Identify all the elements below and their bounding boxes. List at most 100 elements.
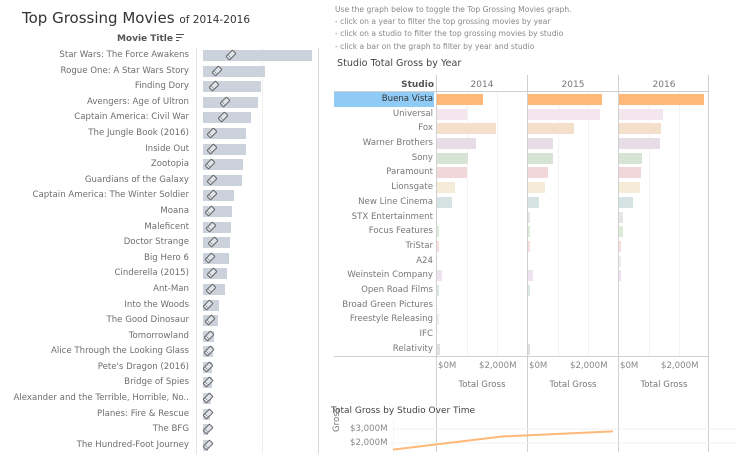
movie-title-label[interactable]: Into the Woods <box>124 299 189 310</box>
studio-bar-2016[interactable] <box>619 240 622 252</box>
movie-row[interactable]: Finding Dory <box>0 79 330 95</box>
studio-label[interactable]: New Line Cinema <box>358 196 433 207</box>
sort-descending-icon[interactable] <box>176 34 184 41</box>
movie-row[interactable]: Captain America: The Winter Soldier <box>0 188 330 204</box>
studio-bar-2015[interactable] <box>528 211 530 223</box>
movie-gross-bar[interactable] <box>203 159 244 171</box>
movie-gross-bar[interactable] <box>203 50 312 61</box>
movie-title-label[interactable]: Pete's Dragon (2016) <box>97 361 189 372</box>
movie-row[interactable]: Avengers: Age of Ultron <box>0 95 330 111</box>
studio-label[interactable]: A24 <box>416 255 433 266</box>
movie-title-label[interactable]: Captain America: The Winter Soldier <box>32 190 189 201</box>
studio-label[interactable]: Universal <box>392 108 433 119</box>
studio-bar-2014[interactable] <box>437 270 442 282</box>
movie-title-header[interactable]: Movie Title <box>0 34 196 44</box>
movie-title-label[interactable]: Alexander and the Terrible, Horrible, No… <box>13 393 189 404</box>
movie-row[interactable]: Bridge of Spies <box>0 375 330 391</box>
studio-bar-2014[interactable] <box>437 152 468 164</box>
movie-gross-bar[interactable] <box>203 252 230 264</box>
movie-title-label[interactable]: Ant-Man <box>153 283 189 294</box>
studio-bar-2014[interactable] <box>437 240 439 252</box>
studio-label[interactable]: Focus Features <box>368 226 433 237</box>
movie-title-label[interactable]: Cinderella (2015) <box>114 268 189 279</box>
studio-bar-2016[interactable] <box>619 211 623 223</box>
studio-label[interactable]: Relativity <box>392 343 433 354</box>
movie-row[interactable]: The Hundred-Foot Journey <box>0 438 330 454</box>
studio-label[interactable]: Buena Vista <box>334 92 434 107</box>
studio-bar-2015[interactable] <box>528 138 553 150</box>
studio-bar-2016[interactable] <box>619 94 704 105</box>
movie-row[interactable]: Doctor Strange <box>0 235 330 251</box>
movie-row[interactable]: Zootopia <box>0 157 330 173</box>
studio-bar-2014[interactable] <box>437 343 440 355</box>
movie-gross-bar[interactable] <box>203 112 251 124</box>
line-series-buena-vista[interactable] <box>393 430 614 451</box>
studio-bar-2016[interactable] <box>619 138 661 150</box>
movie-title-label[interactable]: Star Wars: The Force Awakens <box>59 50 189 60</box>
studio-bar-2014[interactable] <box>437 123 496 135</box>
movie-gross-bar[interactable] <box>203 96 258 108</box>
movie-row[interactable]: The BFG <box>0 422 330 438</box>
movie-gross-bar[interactable] <box>203 127 246 139</box>
studio-label[interactable]: Broad Green Pictures <box>342 299 433 310</box>
studio-bar-2015[interactable] <box>528 167 549 179</box>
studio-bar-2015[interactable] <box>528 182 546 194</box>
movie-title-label[interactable]: Guardians of the Galaxy <box>84 174 189 185</box>
movie-row[interactable]: Cinderella (2015) <box>0 266 330 282</box>
studio-bar-2016[interactable] <box>619 196 634 208</box>
movie-title-label[interactable]: Moana <box>160 205 189 216</box>
movie-title-label[interactable]: The Good Dinosaur <box>106 315 189 326</box>
movie-row[interactable]: Guardians of the Galaxy <box>0 173 330 189</box>
movie-row[interactable]: The Good Dinosaur <box>0 313 330 329</box>
studio-bar-2015[interactable] <box>528 108 600 120</box>
studio-bar-2014[interactable] <box>437 284 440 296</box>
movie-title-label[interactable]: Tomorrowland <box>128 330 189 341</box>
movie-gross-bar[interactable] <box>203 65 266 77</box>
movie-row[interactable]: Moana <box>0 204 330 220</box>
studio-bar-2015[interactable] <box>528 226 530 238</box>
movie-row[interactable]: Into the Woods <box>0 298 330 314</box>
studio-bar-2015[interactable] <box>528 196 540 208</box>
movie-title-label[interactable]: Inside Out <box>145 143 189 154</box>
movie-title-label[interactable]: Avengers: Age of Ultron <box>86 96 189 107</box>
studio-bar-2016[interactable] <box>619 270 621 282</box>
studio-label[interactable]: Open Road Films <box>361 284 433 295</box>
movie-row[interactable]: Tomorrowland <box>0 329 330 345</box>
studio-bar-2015[interactable] <box>528 152 553 164</box>
movie-title-label[interactable]: Planes: Fire & Rescue <box>97 408 189 419</box>
studio-bar-2015[interactable] <box>528 343 530 355</box>
movie-row[interactable]: Pete's Dragon (2016) <box>0 360 330 376</box>
studio-bar-2014[interactable] <box>437 314 439 326</box>
movie-title-label[interactable]: The Jungle Book (2016) <box>88 127 189 138</box>
movie-title-label[interactable]: Zootopia <box>150 159 189 170</box>
studio-bar-2015[interactable] <box>528 94 603 105</box>
studio-label[interactable]: IFC <box>419 329 433 339</box>
movie-gross-bar[interactable] <box>203 81 261 93</box>
movie-row[interactable]: The Jungle Book (2016) <box>0 126 330 142</box>
studio-bar-2014[interactable] <box>437 226 439 238</box>
studio-bar-2016[interactable] <box>619 152 643 164</box>
movie-row[interactable]: Rogue One: A Star Wars Story <box>0 64 330 80</box>
studio-bar-2014[interactable] <box>437 167 467 179</box>
studio-bar-2016[interactable] <box>619 226 623 238</box>
studio-label[interactable]: Lionsgate <box>391 182 433 193</box>
movie-gross-bar[interactable] <box>203 205 233 217</box>
studio-bar-2015[interactable] <box>528 123 574 135</box>
movie-title-label[interactable]: Captain America: Civil War <box>74 112 189 123</box>
studio-bar-2014[interactable] <box>437 196 452 208</box>
movie-row[interactable]: Ant-Man <box>0 282 330 298</box>
studio-bar-2014[interactable] <box>437 94 483 105</box>
studio-bar-2014[interactable] <box>437 138 476 150</box>
movie-title-label[interactable]: Doctor Strange <box>123 237 189 248</box>
movie-title-label[interactable]: Alice Through the Looking Glass <box>50 346 189 357</box>
studio-bar-2016[interactable] <box>619 182 640 194</box>
studio-label[interactable]: Sony <box>411 152 433 163</box>
studio-bar-2014[interactable] <box>437 108 467 120</box>
studio-label[interactable]: TriStar <box>405 240 433 251</box>
movie-row[interactable]: Alice Through the Looking Glass <box>0 344 330 360</box>
movie-gross-bar[interactable] <box>203 221 232 233</box>
studio-label[interactable]: Freestyle Releasing <box>349 314 433 325</box>
studio-bar-2016[interactable] <box>619 255 621 267</box>
movie-title-label[interactable]: Big Hero 6 <box>143 252 189 263</box>
studio-bar-2014[interactable] <box>437 182 455 194</box>
